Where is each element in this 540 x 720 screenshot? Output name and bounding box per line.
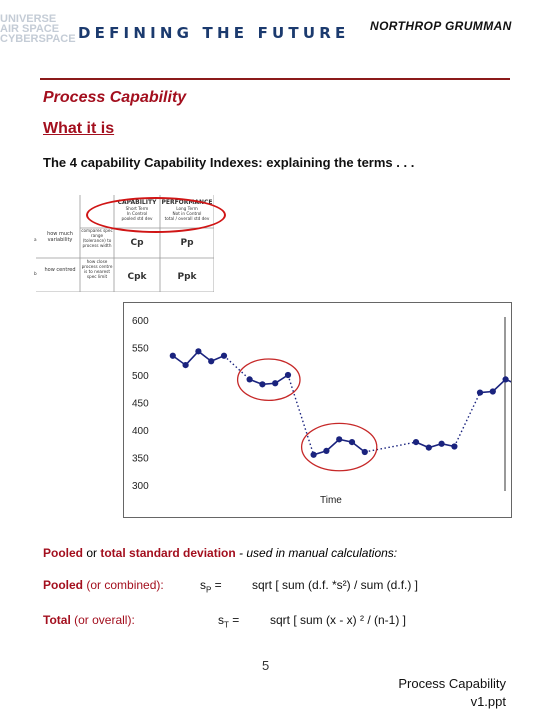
data-point: [272, 380, 279, 387]
x-axis-label: Time: [320, 495, 342, 506]
data-point: [310, 451, 317, 458]
pooled-symbol: sP =: [200, 578, 222, 595]
data-point: [489, 388, 496, 395]
intro-text: The 4 capability Capability Indexes: exp…: [43, 155, 415, 170]
pooled-heading: Pooled or total standard deviation - use…: [43, 546, 397, 560]
pooled-word: Pooled: [43, 546, 84, 560]
manual-calc-note: - used in manual calculations:: [235, 546, 398, 560]
data-point: [502, 376, 509, 383]
data-point: [361, 448, 368, 456]
data-point: [182, 362, 189, 369]
header-ghost-text: UNIVERSE AIR SPACE CYBERSPACE: [0, 13, 76, 45]
y-tick-label: 400: [132, 426, 149, 437]
footer-filename: Process Capability v1.ppt: [370, 675, 506, 711]
cluster-highlight: [300, 422, 378, 472]
row-bullet-b: b: [34, 271, 37, 276]
y-tick-label: 600: [132, 316, 149, 327]
header-tagline: DEFINING THE FUTURE: [78, 24, 350, 42]
data-point: [476, 389, 484, 396]
data-point: [323, 447, 330, 454]
data-point: [208, 358, 215, 365]
cluster-highlight: [236, 358, 301, 402]
y-tick-label: 550: [132, 344, 149, 355]
section-subtitle: What it is: [43, 120, 115, 137]
data-point: [336, 436, 343, 443]
total-label: Total (or overall):: [43, 613, 135, 627]
cell-cp: Cp: [130, 238, 144, 248]
cell-ppk: Ppk: [177, 272, 197, 282]
y-tick-label: 300: [132, 481, 149, 492]
total-formula: sqrt [ sum (x - x) ² / (n-1) ]: [270, 613, 407, 627]
series-line: [415, 441, 455, 449]
data-point: [220, 352, 228, 359]
pooled-label: Pooled (or combined):: [43, 578, 164, 592]
data-point: [438, 440, 445, 447]
series-connector: [287, 374, 315, 455]
total-sd-phrase: total standard deviation: [100, 546, 236, 560]
cell-pp: Pp: [180, 238, 194, 248]
chart-canvas: 600 550 500 450 400 350 300 Time: [132, 316, 522, 506]
data-point: [169, 352, 176, 359]
data-point: [451, 443, 458, 450]
pooled-formula: sqrt [ sum (d.f. *s²) / sum (d.f.) ]: [252, 578, 419, 592]
page-title: Process Capability: [43, 89, 187, 106]
footer-line-1: Process Capability: [398, 676, 506, 691]
series-connector: [223, 355, 251, 380]
data-point: [284, 371, 292, 379]
series-connector: [364, 441, 417, 453]
total-symbol: sT =: [218, 613, 240, 630]
data-point: [348, 439, 356, 446]
y-tick-label: 450: [132, 399, 149, 410]
brand-logo: NORTHROP GRUMMAN: [370, 19, 512, 33]
row-label-variability: how much variability: [47, 231, 73, 243]
cell-cpk: Cpk: [127, 272, 147, 282]
header-divider: [40, 78, 510, 80]
data-point: [246, 376, 253, 383]
data-point: [412, 439, 420, 446]
or-word: or: [83, 546, 101, 560]
data-point: [195, 348, 202, 355]
slide-header: [0, 0, 540, 70]
process-chart: 600 550 500 450 400 350 300 Time: [123, 302, 522, 518]
row-label-centred: how centred: [44, 267, 76, 273]
series-connector: [453, 392, 481, 447]
y-tick-label: 500: [132, 371, 149, 382]
series-line: [249, 374, 289, 386]
page-number: 5: [262, 658, 270, 673]
y-tick-label: 350: [132, 454, 149, 465]
data-point: [425, 444, 432, 451]
row-bullet-a: a: [34, 237, 37, 242]
footer-line-2: v1.ppt: [470, 694, 506, 709]
highlight-oval: [86, 197, 226, 233]
row-desc-centred: how close process centre is to nearest s…: [81, 259, 113, 279]
data-point: [259, 381, 266, 388]
row-desc-variability: compares spec range (tolerance) to proce…: [81, 228, 113, 248]
